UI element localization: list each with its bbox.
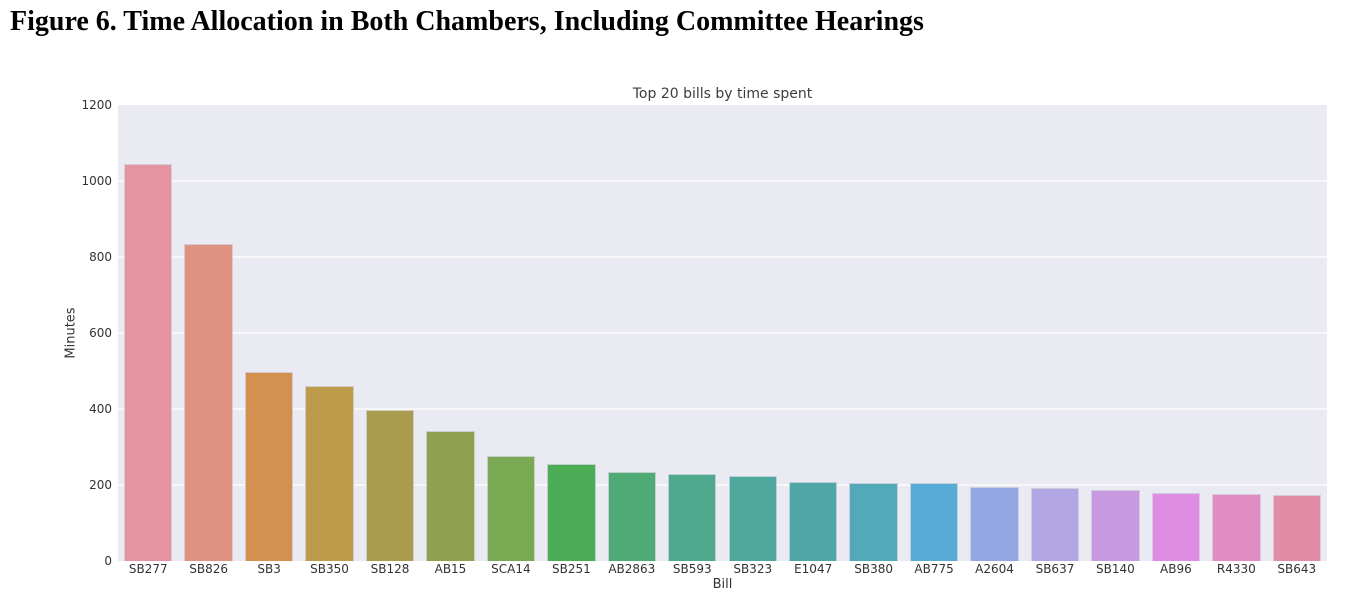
x-tick-label-E1047: E1047 [794, 562, 833, 576]
bar-SB128 [365, 409, 415, 561]
bar-R4330 [1212, 493, 1261, 561]
bar-A2604 [970, 486, 1019, 561]
x-tick-label-SB251: SB251 [551, 562, 591, 576]
y-tick-label-200: 200 [89, 478, 112, 492]
y-tick-label-0: 0 [104, 554, 112, 568]
plot-area [118, 105, 1327, 561]
bar-AB2863 [607, 472, 656, 561]
y-tick-label-1200: 1200 [81, 98, 112, 112]
gridline-400 [118, 408, 1327, 410]
bar-SB277 [124, 163, 173, 561]
x-tick-label-A2604: A2604 [975, 562, 1014, 576]
y-tick-label-800: 800 [89, 250, 112, 264]
figure-title: Figure 6. Time Allocation in Both Chambe… [10, 6, 924, 37]
bar-AB15 [426, 430, 475, 561]
x-tick-label-SB140: SB140 [1096, 562, 1135, 576]
x-tick-label-SB277: SB277 [128, 562, 168, 576]
x-tick-label-SB643: SB643 [1277, 562, 1317, 576]
x-tick-label-SB593: SB593 [672, 562, 712, 576]
y-tick-label-600: 600 [89, 326, 112, 340]
bar-SB643 [1272, 494, 1321, 561]
x-tick-label-SB323: SB323 [733, 562, 773, 576]
bar-SCA14 [486, 456, 536, 561]
x-axis-label: Bill [712, 577, 733, 592]
bar-AB775 [909, 483, 959, 561]
x-axis: SB277 SB826 SB3 SB350 SB128 AB15 SCA14 SB251 AB2… [118, 562, 1327, 578]
x-tick-label-SB826: SB826 [189, 562, 229, 576]
bar-SB593 [668, 474, 717, 561]
gridline-1000 [118, 180, 1327, 182]
y-tick-label-1000: 1000 [81, 174, 112, 188]
bar-SB350 [305, 386, 354, 561]
bar-SB637 [1030, 488, 1080, 561]
x-tick-label-SCA14: SCA14 [491, 562, 531, 576]
x-tick-label-AB2863: AB2863 [608, 562, 656, 576]
gridline-600 [118, 332, 1327, 334]
x-tick-label-SB128: SB128 [370, 562, 410, 576]
y-axis: 0 200 400 600 800 1000 1200 [0, 98, 112, 568]
x-tick-label-SB3: SB3 [257, 562, 281, 576]
x-tick-label-R4330: R4330 [1216, 562, 1256, 576]
gridline-800 [118, 256, 1327, 258]
x-tick-label-AB96: AB96 [1160, 562, 1192, 576]
bar-SB826 [184, 243, 233, 561]
bar-AB96 [1151, 492, 1201, 561]
bar-SB323 [728, 475, 777, 561]
y-tick-label-400: 400 [89, 402, 112, 416]
bar-SB380 [849, 482, 898, 561]
bar-E1047 [788, 481, 838, 561]
bar-SB140 [1091, 489, 1140, 561]
x-tick-label-SB637: SB637 [1035, 562, 1075, 576]
x-tick-label-SB380: SB380 [854, 562, 893, 576]
x-tick-label-AB15: AB15 [434, 562, 467, 576]
bar-SB251 [547, 464, 596, 561]
chart-title: Top 20 bills by time spent [632, 86, 813, 102]
x-tick-label-SB350: SB350 [310, 562, 349, 576]
gridline-200 [118, 484, 1327, 486]
x-tick-label-AB775: AB775 [914, 562, 954, 576]
bar-SB3 [244, 372, 294, 561]
